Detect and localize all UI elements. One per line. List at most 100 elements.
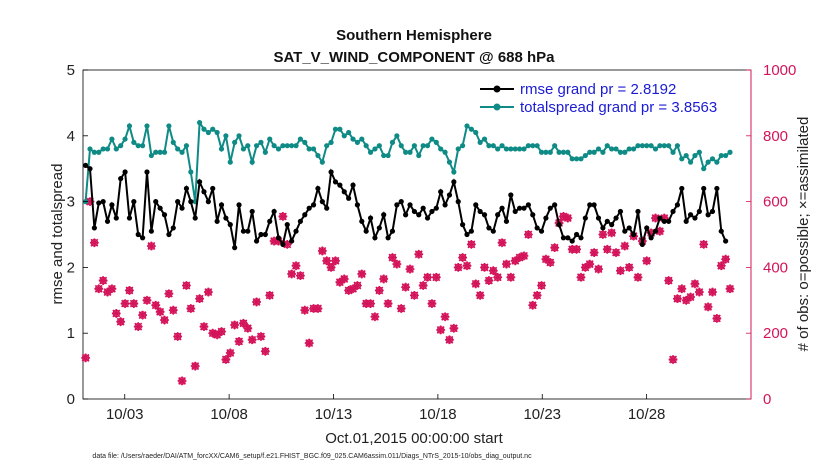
spread-point	[131, 139, 137, 145]
rmse-point	[661, 218, 667, 224]
rmse-point	[530, 212, 536, 218]
spread-point	[604, 143, 610, 149]
obs-assimilated-marker	[142, 295, 152, 305]
obs-assimilated-marker	[357, 269, 367, 279]
obs-assimilated-marker	[89, 238, 99, 248]
rmse-point	[709, 208, 716, 215]
spread-point	[319, 159, 325, 165]
rmse-point	[635, 208, 641, 215]
rmse-point	[455, 199, 461, 205]
obs-assimilated-marker	[519, 251, 529, 261]
legend-spread-marker	[493, 103, 501, 111]
spread-point	[696, 149, 702, 155]
obs-assimilated-marker	[580, 263, 590, 272]
spread-point	[148, 152, 154, 159]
obs-assimilated-marker	[190, 361, 200, 371]
rmse-point	[595, 215, 602, 221]
rmse-point	[573, 231, 580, 238]
rmse-point	[249, 208, 255, 215]
spread-point	[626, 146, 632, 152]
rmse-point	[232, 245, 238, 251]
spread-point	[157, 149, 163, 155]
rmse-point	[135, 231, 141, 238]
rmse-point	[433, 205, 439, 211]
obs-assimilated-marker	[138, 310, 147, 320]
plot-area	[82, 69, 752, 400]
spread-point	[652, 146, 659, 152]
spread-point	[280, 143, 286, 149]
spread-point	[258, 139, 264, 145]
obs-assimilated-marker	[260, 346, 270, 356]
spread-point	[727, 149, 733, 155]
obs-assimilated-marker	[506, 272, 516, 282]
rmse-point	[100, 199, 106, 205]
rmse-point	[148, 228, 154, 234]
rmse-point	[188, 199, 194, 205]
rmse-point	[560, 235, 567, 241]
rmse-point	[464, 231, 470, 238]
spread-point	[490, 143, 496, 149]
spread-point	[617, 149, 624, 155]
obs-assimilated-marker	[405, 264, 415, 274]
obs-assimilated-marker	[616, 266, 625, 276]
obs-assimilated-marker	[721, 254, 731, 264]
obs-assimilated-marker	[374, 286, 384, 295]
spread-point	[389, 139, 396, 145]
rmse-point	[508, 192, 514, 198]
rmse-point	[104, 218, 111, 224]
spread-point	[420, 143, 426, 149]
obs-assimilated-marker	[559, 212, 568, 221]
spread-point	[179, 149, 185, 155]
obs-assimilated-marker	[353, 281, 362, 290]
y-right-tick-label: 800	[763, 128, 788, 145]
spread-point	[403, 149, 409, 155]
x-tick-label: 10/23	[523, 406, 561, 423]
spread-point	[183, 143, 190, 149]
spread-point	[240, 146, 247, 152]
obs-assimilated-marker	[668, 355, 678, 364]
obs-assimilated-marker	[694, 287, 704, 297]
obs-assimilated-marker	[427, 299, 437, 308]
rmse-point	[622, 228, 628, 234]
spread-point	[96, 149, 102, 155]
spread-point	[267, 136, 273, 142]
obs-assimilated-marker	[300, 305, 310, 315]
rmse-point	[214, 218, 220, 224]
rmse-point	[420, 205, 426, 211]
spread-point	[556, 149, 562, 155]
spread-point	[578, 156, 584, 162]
y-axis-right-label: # of obs: o=possible; ×=assimilated	[795, 117, 812, 352]
obs-assimilated-marker	[291, 261, 301, 271]
rmse-point	[657, 215, 663, 221]
rmse-point	[139, 235, 146, 241]
obs-assimilated-marker	[607, 228, 617, 238]
spread-point	[635, 143, 641, 149]
obs-assimilated-marker	[296, 271, 305, 281]
spread-point	[332, 126, 339, 132]
spread-point	[297, 136, 304, 142]
rmse-point	[332, 179, 339, 185]
rmse-point	[275, 235, 282, 241]
rmse-point	[587, 202, 593, 208]
rmse-point	[442, 202, 448, 208]
spread-point	[381, 152, 387, 159]
x-tick-label: 10/08	[210, 406, 248, 423]
rmse-point	[122, 169, 128, 175]
rmse-point	[521, 205, 527, 211]
rmse-point	[113, 215, 119, 221]
spread-point	[144, 123, 150, 129]
rmse-point	[679, 185, 685, 192]
spread-point	[109, 136, 115, 142]
rmse-point	[604, 218, 610, 224]
spread-point	[495, 146, 501, 152]
rmse-point	[258, 231, 264, 238]
rmse-point	[398, 199, 404, 205]
obs-assimilated-marker	[168, 305, 178, 315]
rmse-point	[468, 228, 474, 234]
obs-assimilated-marker	[85, 197, 95, 206]
obs-assimilated-marker	[445, 335, 454, 345]
data-file-footer: data file: /Users/raeder/DAI/ATM_forcXX/…	[92, 453, 532, 460]
rmse-point	[381, 212, 387, 218]
rmse-point	[91, 225, 97, 231]
rmse-point	[547, 205, 553, 211]
